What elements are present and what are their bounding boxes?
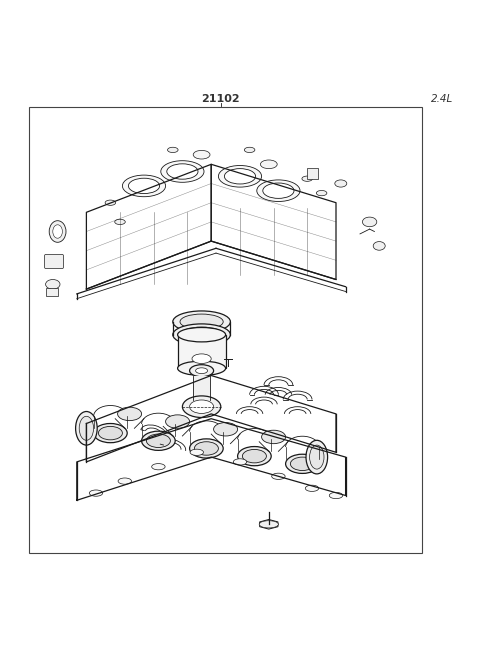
Ellipse shape bbox=[305, 485, 319, 491]
Ellipse shape bbox=[173, 311, 230, 333]
Polygon shape bbox=[260, 519, 278, 529]
Ellipse shape bbox=[225, 168, 255, 184]
Ellipse shape bbox=[167, 164, 198, 179]
Ellipse shape bbox=[115, 219, 125, 225]
Ellipse shape bbox=[168, 147, 178, 153]
Ellipse shape bbox=[105, 200, 116, 205]
Ellipse shape bbox=[233, 458, 247, 465]
Ellipse shape bbox=[75, 411, 97, 445]
Ellipse shape bbox=[306, 440, 327, 474]
Ellipse shape bbox=[94, 424, 127, 443]
Ellipse shape bbox=[244, 147, 255, 153]
Ellipse shape bbox=[218, 166, 262, 187]
Ellipse shape bbox=[166, 415, 190, 428]
Bar bbox=[29, 107, 422, 553]
Bar bbox=[193, 375, 210, 400]
Text: 2.4L: 2.4L bbox=[431, 94, 453, 105]
Bar bbox=[307, 168, 318, 179]
Ellipse shape bbox=[118, 478, 132, 484]
Ellipse shape bbox=[262, 430, 286, 443]
Ellipse shape bbox=[190, 439, 223, 458]
Ellipse shape bbox=[79, 417, 94, 440]
Ellipse shape bbox=[161, 160, 204, 182]
Ellipse shape bbox=[335, 180, 347, 187]
Ellipse shape bbox=[178, 361, 226, 375]
Ellipse shape bbox=[98, 426, 122, 440]
Ellipse shape bbox=[290, 457, 314, 470]
Ellipse shape bbox=[146, 434, 170, 447]
Ellipse shape bbox=[310, 445, 324, 469]
Ellipse shape bbox=[302, 176, 312, 181]
Ellipse shape bbox=[192, 354, 211, 364]
Ellipse shape bbox=[261, 160, 277, 168]
Ellipse shape bbox=[257, 180, 300, 202]
Ellipse shape bbox=[259, 521, 278, 528]
Ellipse shape bbox=[238, 447, 271, 466]
Ellipse shape bbox=[152, 464, 165, 470]
Ellipse shape bbox=[190, 400, 214, 413]
Ellipse shape bbox=[182, 396, 221, 417]
Ellipse shape bbox=[272, 473, 285, 479]
Ellipse shape bbox=[242, 449, 266, 463]
Ellipse shape bbox=[49, 221, 66, 242]
Ellipse shape bbox=[89, 490, 103, 496]
Ellipse shape bbox=[142, 431, 175, 451]
Ellipse shape bbox=[362, 217, 377, 227]
Ellipse shape bbox=[316, 191, 327, 196]
Text: 21102: 21102 bbox=[202, 94, 240, 105]
Ellipse shape bbox=[196, 368, 208, 373]
Ellipse shape bbox=[180, 314, 223, 329]
Ellipse shape bbox=[286, 454, 319, 474]
Bar bbox=[178, 335, 226, 368]
Ellipse shape bbox=[46, 280, 60, 289]
Ellipse shape bbox=[190, 449, 204, 455]
Ellipse shape bbox=[180, 327, 223, 343]
Ellipse shape bbox=[193, 151, 210, 159]
FancyBboxPatch shape bbox=[45, 255, 63, 269]
Ellipse shape bbox=[263, 183, 294, 198]
Ellipse shape bbox=[118, 407, 142, 421]
Ellipse shape bbox=[214, 422, 238, 436]
Ellipse shape bbox=[122, 175, 166, 196]
Ellipse shape bbox=[53, 225, 62, 238]
Ellipse shape bbox=[194, 441, 218, 455]
Ellipse shape bbox=[190, 365, 214, 377]
Ellipse shape bbox=[178, 328, 226, 342]
Ellipse shape bbox=[329, 493, 343, 498]
Ellipse shape bbox=[129, 178, 159, 194]
Ellipse shape bbox=[173, 324, 230, 345]
Ellipse shape bbox=[373, 242, 385, 250]
Bar bbox=[46, 288, 58, 296]
